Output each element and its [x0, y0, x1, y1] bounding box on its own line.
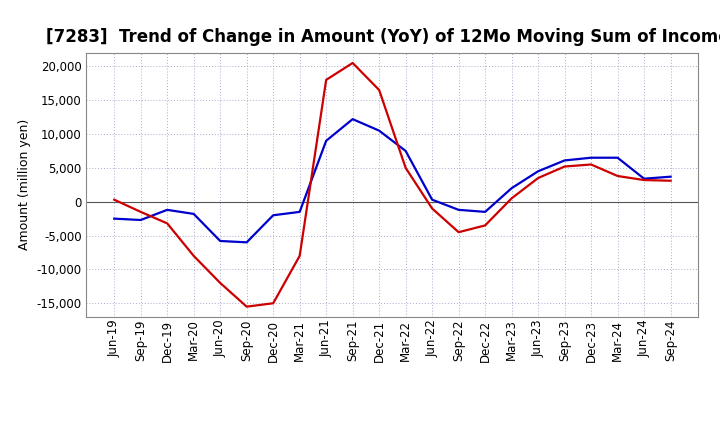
Ordinary Income	[322, 138, 330, 143]
Ordinary Income	[428, 197, 436, 202]
Ordinary Income	[269, 213, 277, 218]
Net Income	[269, 301, 277, 306]
Net Income	[375, 88, 384, 93]
Net Income	[110, 197, 119, 202]
Net Income	[401, 165, 410, 171]
Ordinary Income	[110, 216, 119, 221]
Ordinary Income	[666, 174, 675, 180]
Ordinary Income	[189, 211, 198, 216]
Y-axis label: Amount (million yen): Amount (million yen)	[18, 119, 31, 250]
Ordinary Income	[216, 238, 225, 244]
Net Income	[508, 196, 516, 201]
Ordinary Income	[401, 148, 410, 154]
Net Income	[428, 206, 436, 211]
Ordinary Income	[375, 128, 384, 133]
Net Income	[189, 253, 198, 259]
Net Income	[587, 162, 595, 167]
Ordinary Income	[508, 186, 516, 191]
Net Income	[454, 230, 463, 235]
Ordinary Income	[560, 158, 569, 163]
Ordinary Income	[613, 155, 622, 160]
Net Income	[295, 253, 304, 259]
Net Income	[534, 176, 542, 181]
Net Income	[613, 173, 622, 179]
Ordinary Income	[481, 209, 490, 215]
Net Income	[481, 223, 490, 228]
Ordinary Income	[348, 117, 357, 122]
Ordinary Income	[640, 176, 649, 181]
Net Income	[163, 221, 171, 226]
Ordinary Income	[243, 240, 251, 245]
Title: [7283]  Trend of Change in Amount (YoY) of 12Mo Moving Sum of Incomes: [7283] Trend of Change in Amount (YoY) o…	[45, 28, 720, 46]
Ordinary Income	[163, 207, 171, 213]
Net Income	[136, 209, 145, 215]
Ordinary Income	[587, 155, 595, 160]
Ordinary Income	[136, 217, 145, 223]
Net Income	[216, 280, 225, 286]
Line: Ordinary Income: Ordinary Income	[114, 119, 670, 242]
Ordinary Income	[295, 209, 304, 215]
Line: Net Income: Net Income	[114, 63, 670, 307]
Net Income	[348, 60, 357, 66]
Net Income	[666, 178, 675, 183]
Net Income	[640, 177, 649, 183]
Net Income	[560, 164, 569, 169]
Net Income	[243, 304, 251, 309]
Net Income	[322, 77, 330, 83]
Ordinary Income	[534, 169, 542, 174]
Ordinary Income	[454, 207, 463, 213]
